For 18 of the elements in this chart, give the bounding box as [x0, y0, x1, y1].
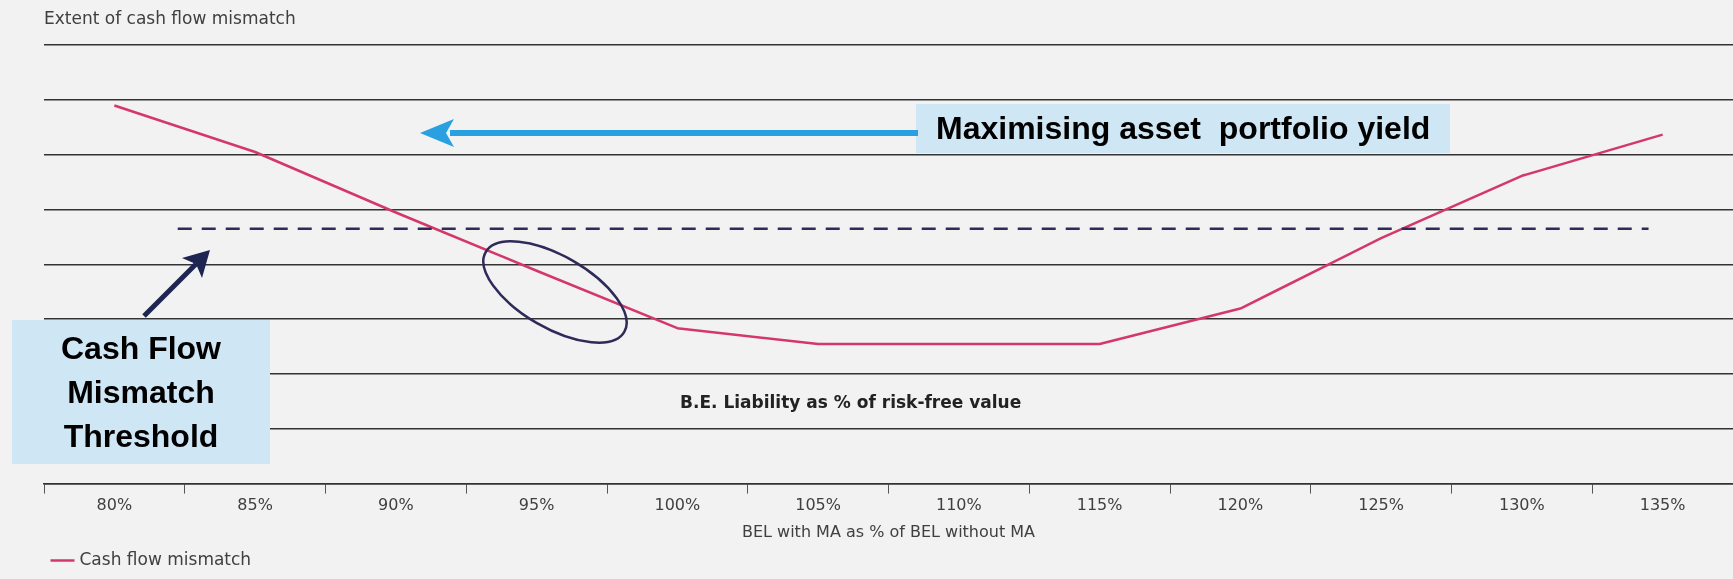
x-axis-title: BEL with MA as % of BEL without MA: [741, 521, 1036, 541]
x-tick-label: 115%: [1076, 495, 1123, 515]
annotation: B.E. Liability as % of risk-free value: [680, 392, 1022, 412]
x-tick-label: 90%: [378, 495, 414, 515]
x-tick-label: 110%: [936, 495, 982, 515]
x-tick-label: 100%: [654, 495, 701, 515]
y-axis-title: Extent of cash flow mismatch: [44, 8, 296, 28]
x-tick-label: 95%: [518, 495, 555, 515]
x-tick-label: 125%: [1358, 495, 1404, 515]
x-tick-label: 135%: [1639, 495, 1686, 515]
annotation: Cash Flow Mismatch Threshold: [12, 320, 270, 464]
legend-label: Cash flow mismatch: [79, 548, 252, 569]
x-tick-label: 105%: [795, 495, 841, 515]
x-tick-label: 80%: [96, 495, 133, 515]
annotation: Maximising asset portfolio yield: [916, 104, 1451, 153]
x-tick-label: 120%: [1217, 495, 1264, 515]
x-tick-label: 85%: [237, 495, 273, 515]
x-tick-label: 130%: [1499, 495, 1545, 515]
